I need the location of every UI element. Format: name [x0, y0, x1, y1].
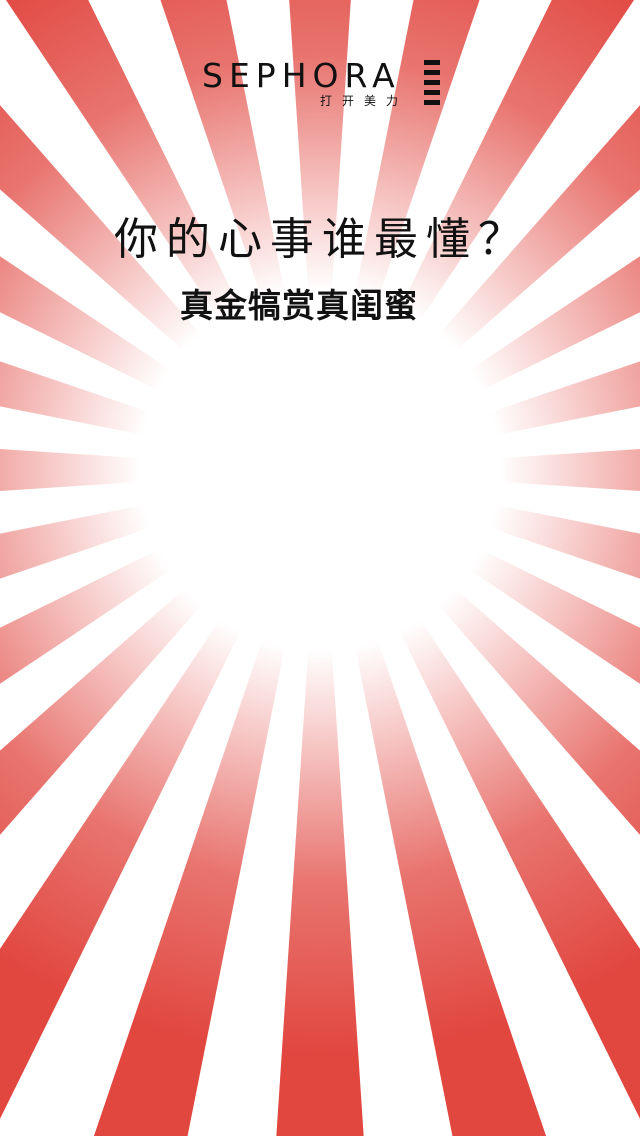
- page-subheadline: 真金犒赏真闺蜜: [180, 286, 418, 325]
- logo-wordmark: SEPHORA: [202, 56, 401, 95]
- logo-stripes-icon: [424, 60, 440, 106]
- page-headline: 你的心事谁最懂？: [114, 214, 530, 265]
- logo-tagline: 打开美力: [320, 94, 409, 108]
- sephora-logo: SEPHORA 打开美力: [202, 58, 442, 110]
